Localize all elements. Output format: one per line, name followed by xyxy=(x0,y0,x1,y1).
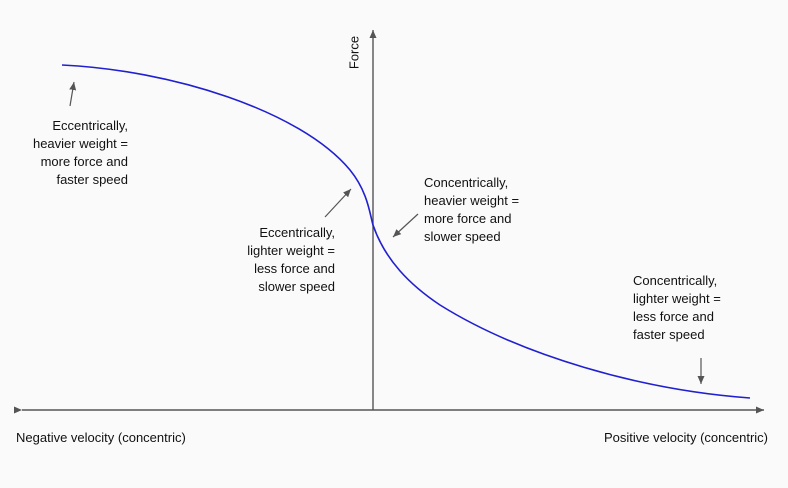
annotation-line: less force and xyxy=(254,261,335,276)
arrow-ecc-light xyxy=(324,188,352,218)
annotation-line: Concentrically, xyxy=(633,273,718,288)
annotation-line: Eccentrically, xyxy=(259,225,335,240)
arrow-con-heavy xyxy=(392,213,419,238)
annotation-concentric-heavier: Concentrically, heavier weight = more fo… xyxy=(424,174,519,246)
annotation-line: lighter weight = xyxy=(247,243,335,258)
annotation-line: more force and xyxy=(40,154,128,169)
annotation-line: less force and xyxy=(633,309,714,324)
annotation-eccentric-lighter: Eccentrically, lighter weight = less for… xyxy=(247,224,335,296)
y-axis-label: Force xyxy=(346,35,362,70)
annotation-line: slower speed xyxy=(258,279,335,294)
annotation-line: lighter weight = xyxy=(633,291,721,306)
annotation-line: faster speed xyxy=(56,172,128,187)
annotation-line: slower speed xyxy=(424,229,501,244)
annotation-line: heavier weight = xyxy=(32,136,128,151)
annotation-line: Concentrically, xyxy=(424,175,509,190)
arrow-ecc-heavy xyxy=(69,81,77,107)
annotation-line: faster speed xyxy=(633,327,705,342)
annotation-line: heavier weight = xyxy=(424,193,520,208)
annotation-eccentric-heavier: Eccentrically, heavier weight = more for… xyxy=(33,117,128,189)
x-axis-label-right: Positive velocity (concentric) xyxy=(604,430,768,445)
x-axis-label-left: Negative velocity (concentric) xyxy=(16,430,186,445)
force-velocity-curve xyxy=(61,64,751,399)
annotation-line: more force and xyxy=(424,211,512,226)
annotation-concentric-lighter: Concentrically, lighter weight = less fo… xyxy=(633,272,721,344)
annotation-line: Eccentrically, xyxy=(52,118,128,133)
